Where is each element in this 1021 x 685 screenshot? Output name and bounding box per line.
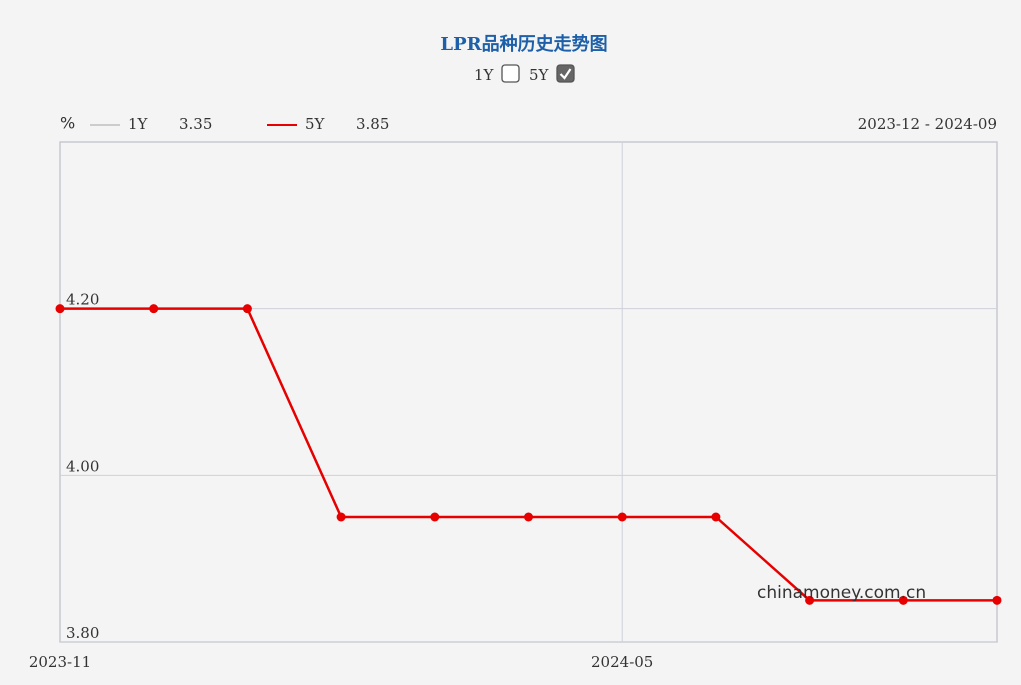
- data-point: [992, 595, 1002, 605]
- checkbox-label[interactable]: 5Y: [529, 66, 550, 84]
- data-point: [336, 512, 346, 522]
- chart-title: LPR品种历史走势图: [440, 33, 607, 55]
- data-point: [524, 512, 533, 522]
- legend-value: 3.85: [356, 115, 389, 133]
- data-point: [242, 304, 252, 314]
- checkbox[interactable]: [556, 64, 575, 83]
- legend-label: 5Y: [305, 115, 326, 133]
- legend-label: 1Y: [128, 115, 149, 133]
- data-point: [805, 595, 815, 605]
- legend-value: 3.35: [179, 115, 212, 133]
- y-tick-label: 3.80: [66, 624, 99, 642]
- watermark: chinamoney.com.cn: [757, 583, 926, 603]
- x-tick-label: 2023-11: [29, 653, 91, 671]
- y-tick-label: 4.20: [66, 291, 99, 309]
- checkbox-label[interactable]: 1Y: [474, 66, 495, 84]
- range-label: 2023-12 - 2024-09: [858, 115, 997, 133]
- data-point: [898, 595, 908, 605]
- checkbox[interactable]: [501, 64, 520, 83]
- x-tick-label: 2024-05: [591, 653, 653, 671]
- unit: %: [60, 114, 75, 133]
- data-point: [149, 304, 159, 314]
- y-tick-label: 4.00: [66, 457, 99, 475]
- checkmark: [559, 68, 572, 80]
- data-point: [55, 304, 65, 314]
- data-point: [711, 512, 721, 522]
- data-point: [617, 512, 627, 522]
- data-point: [430, 512, 440, 522]
